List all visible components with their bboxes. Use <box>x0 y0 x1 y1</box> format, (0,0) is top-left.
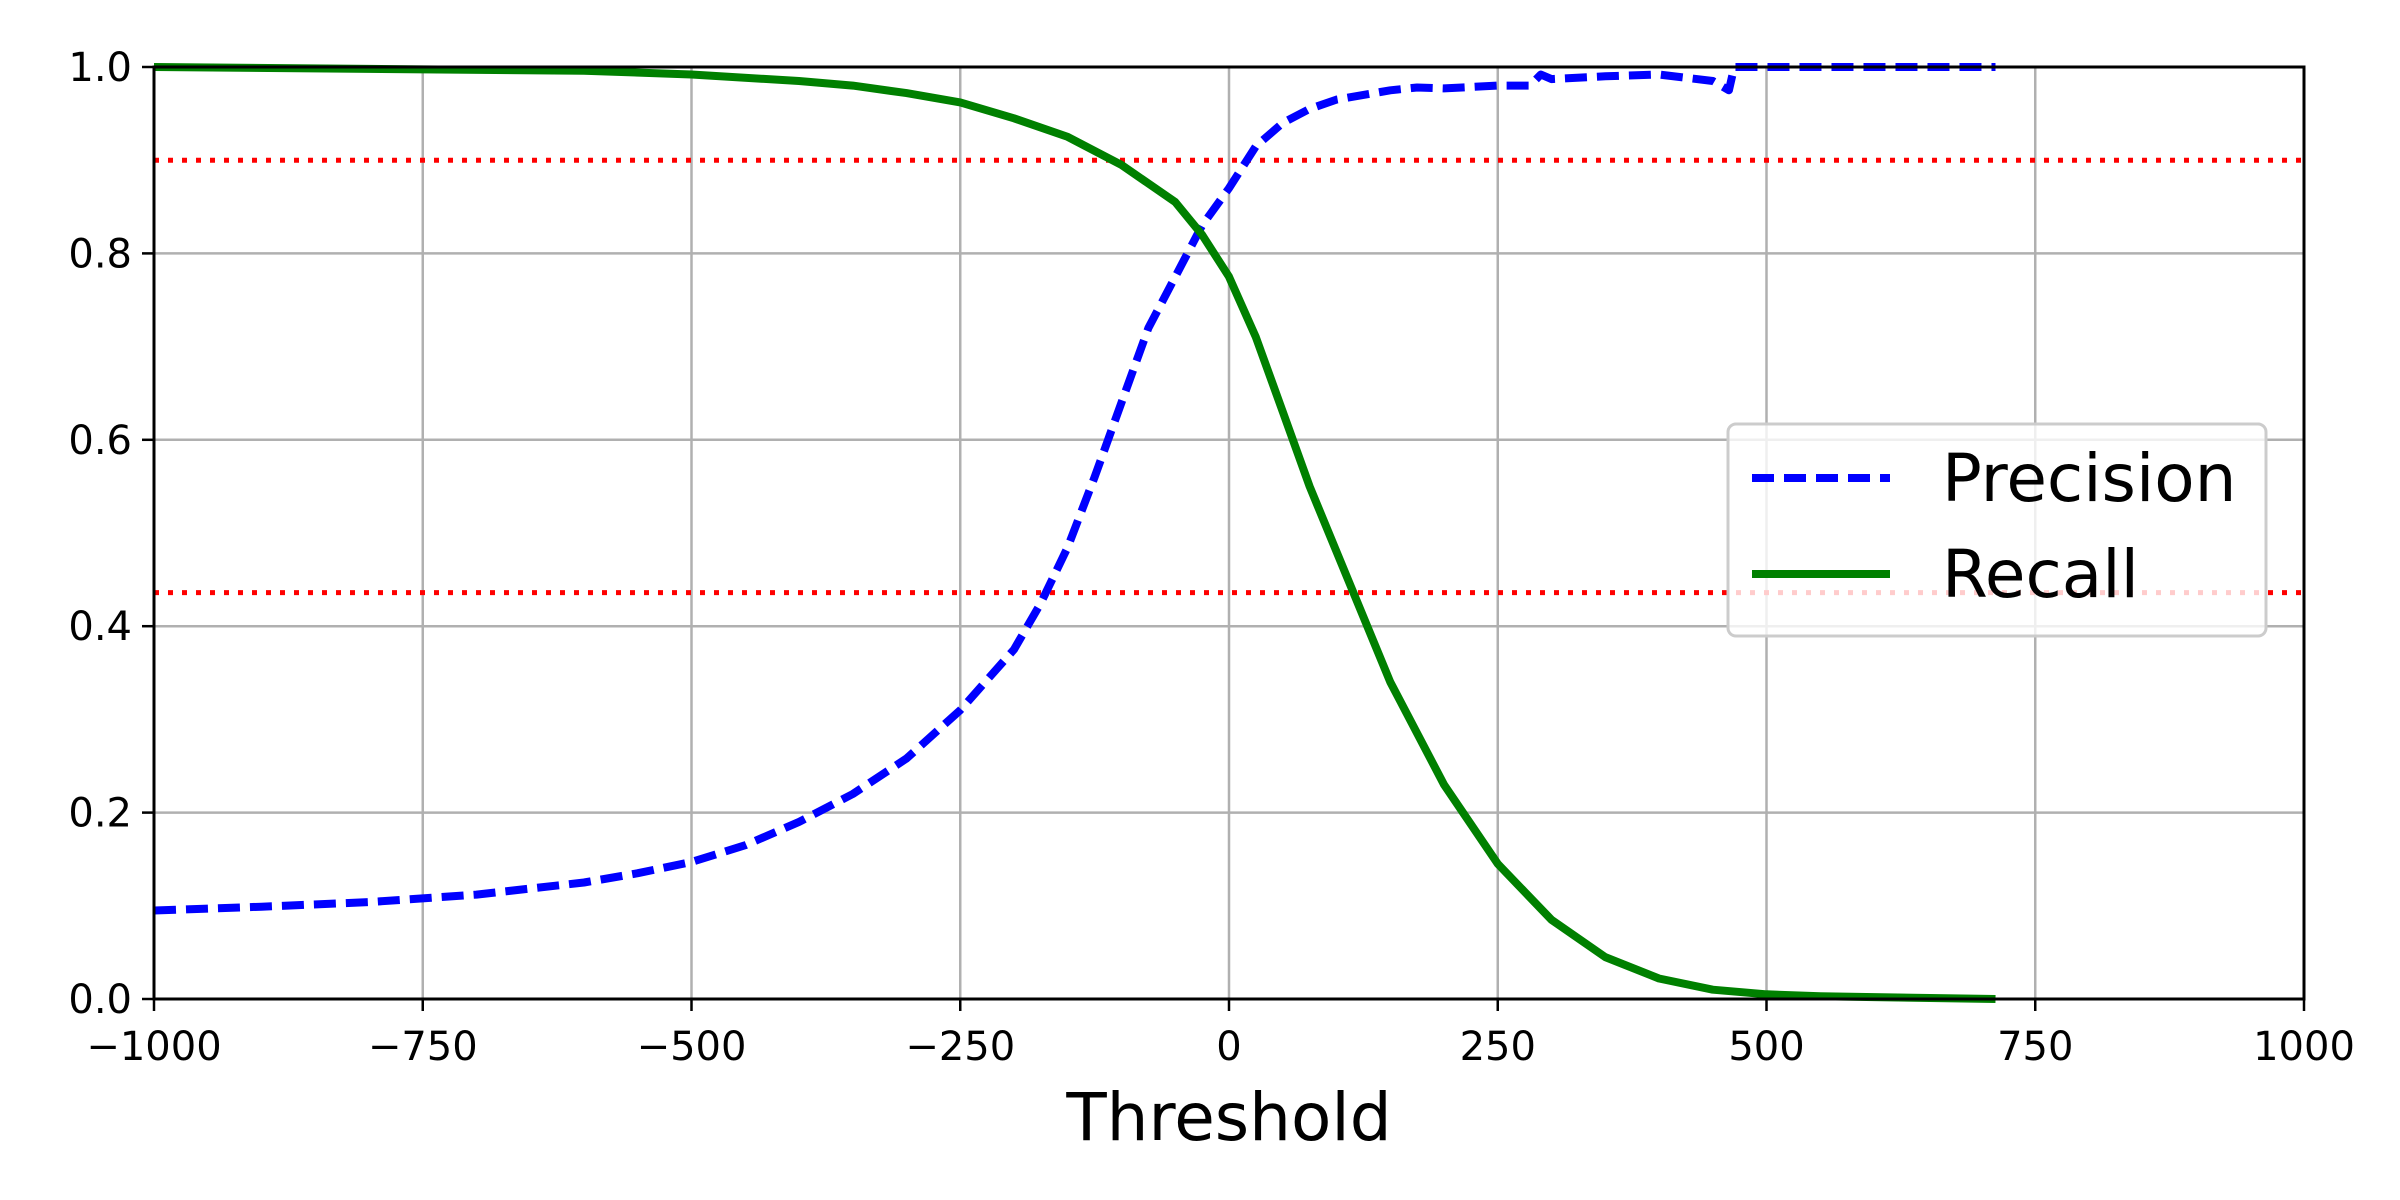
legend-recall-label: Recall <box>1942 536 2139 613</box>
y-tick-label: 1.0 <box>68 45 132 91</box>
y-tick-label: 0.2 <box>68 791 132 837</box>
y-tick-label: 0.4 <box>68 604 132 650</box>
x-tick-label: 500 <box>1728 1024 1804 1070</box>
x-tick-label: 0 <box>1216 1024 1241 1070</box>
legend: Precision Recall <box>1726 422 2268 638</box>
y-tick-label: 0.8 <box>68 231 132 277</box>
x-axis-title: Threshold <box>1065 1079 1391 1156</box>
y-tick-label: 0.0 <box>68 977 132 1023</box>
axis-ticks: −1000 −750 −500 −250 0 250 500 750 1000 0.0 0.2 0.4… <box>68 45 2355 1070</box>
y-tick-label: 0.6 <box>68 418 132 464</box>
x-tick-label: −250 <box>905 1024 1015 1070</box>
series-recall-line <box>153 63 1996 1003</box>
legend-precision-label: Precision <box>1942 440 2237 517</box>
x-tick-label: −1000 <box>86 1024 221 1070</box>
x-tick-label: −750 <box>368 1024 478 1070</box>
x-tick-label: 750 <box>1997 1024 2073 1070</box>
x-tick-label: 1000 <box>2253 1024 2355 1070</box>
x-tick-label: 250 <box>1460 1024 1536 1070</box>
series-precision-line <box>153 63 1996 915</box>
series-layer <box>153 63 1996 1003</box>
x-tick-label: −500 <box>637 1024 747 1070</box>
